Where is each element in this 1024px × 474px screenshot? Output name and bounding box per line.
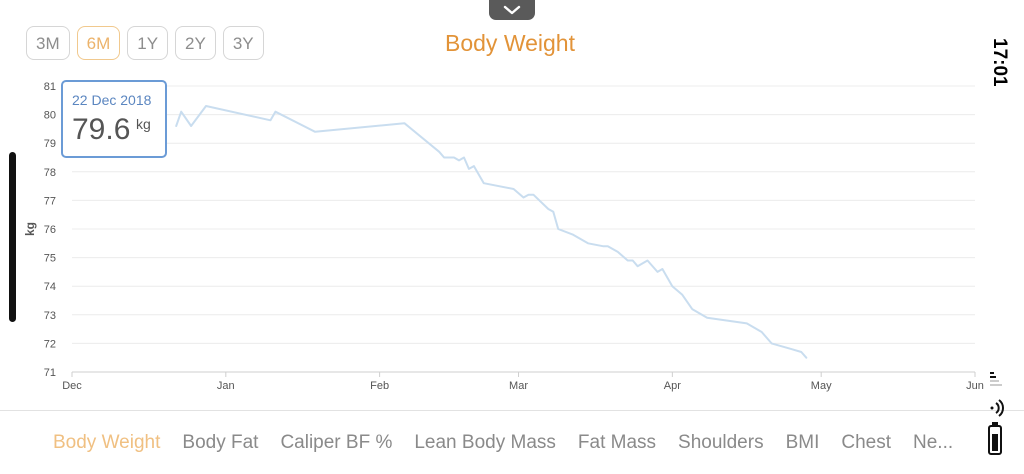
- range-button-6m[interactable]: 6M: [76, 26, 121, 60]
- tab-item[interactable]: Chest: [841, 432, 891, 453]
- page-title: Body Weight: [445, 30, 575, 56]
- y-tick-label: 72: [44, 338, 56, 350]
- y-axis-label: kg: [23, 222, 37, 236]
- tooltip-unit: kg: [136, 116, 151, 132]
- tab-item[interactable]: Ne...: [913, 432, 954, 453]
- y-tick-label: 80: [44, 110, 56, 122]
- time-range-selector: 3M 6M 1Y 2Y 3Y: [26, 26, 264, 60]
- wifi-icon: [990, 399, 1004, 417]
- y-tick-label: 71: [44, 367, 56, 379]
- tab-item[interactable]: Body Weight: [53, 432, 161, 453]
- x-tick-label: Apr: [664, 380, 681, 392]
- battery-icon: [988, 422, 1002, 455]
- chevron-down-icon: [503, 5, 521, 15]
- x-tick-label: Jan: [217, 380, 235, 392]
- y-tick-label: 81: [44, 81, 56, 93]
- series-line: [175, 105, 808, 359]
- y-tick-label: 79: [44, 138, 56, 150]
- status-time: 17:01: [989, 38, 1010, 87]
- range-button-3m[interactable]: 3M: [26, 26, 70, 60]
- x-tick-label: Mar: [509, 380, 528, 392]
- tooltip-date: 22 Dec 2018: [72, 92, 152, 108]
- x-tick-label: May: [811, 380, 832, 392]
- range-button-1y[interactable]: 1Y: [127, 26, 169, 60]
- weight-chart[interactable]: 71 72 73 74 75 76 77 78 79 80 81 Dec Jan Feb Mar Apr May…: [0, 70, 1024, 400]
- x-tick-label: Dec: [62, 380, 82, 392]
- metric-tab-list: Body Weight Body Fat Caliper BF % Lean Body…: [53, 432, 953, 454]
- home-indicator[interactable]: [9, 152, 16, 322]
- y-tick-label: 73: [44, 310, 56, 322]
- signal-icon: [990, 372, 1002, 386]
- range-button-3y[interactable]: 3Y: [222, 26, 264, 60]
- status-icons: [988, 372, 1004, 455]
- y-tick-label: 76: [44, 224, 56, 236]
- tab-item[interactable]: BMI: [785, 432, 820, 453]
- y-tick-label: 75: [44, 253, 56, 265]
- y-tick-label: 74: [44, 281, 56, 293]
- tooltip-value: 79.6: [72, 113, 131, 146]
- tab-item[interactable]: Caliper BF %: [280, 432, 393, 453]
- x-tick-label: Jun: [966, 380, 984, 392]
- pull-down-handle[interactable]: [489, 0, 535, 20]
- data-point-tooltip: 22 Dec 2018 79.6 kg: [61, 80, 167, 158]
- y-tick-label: 77: [44, 195, 56, 207]
- tab-item[interactable]: Shoulders: [678, 432, 764, 453]
- range-button-2y[interactable]: 2Y: [175, 26, 216, 60]
- y-tick-label: 78: [44, 167, 56, 179]
- tab-item[interactable]: Body Fat: [182, 432, 259, 453]
- tab-item[interactable]: Lean Body Mass: [414, 432, 556, 453]
- metric-tab-bar: Body Weight Body Fat Caliper BF % Lean Body…: [0, 410, 1024, 474]
- x-tick-label: Feb: [370, 380, 389, 392]
- tab-item[interactable]: Fat Mass: [577, 432, 657, 453]
